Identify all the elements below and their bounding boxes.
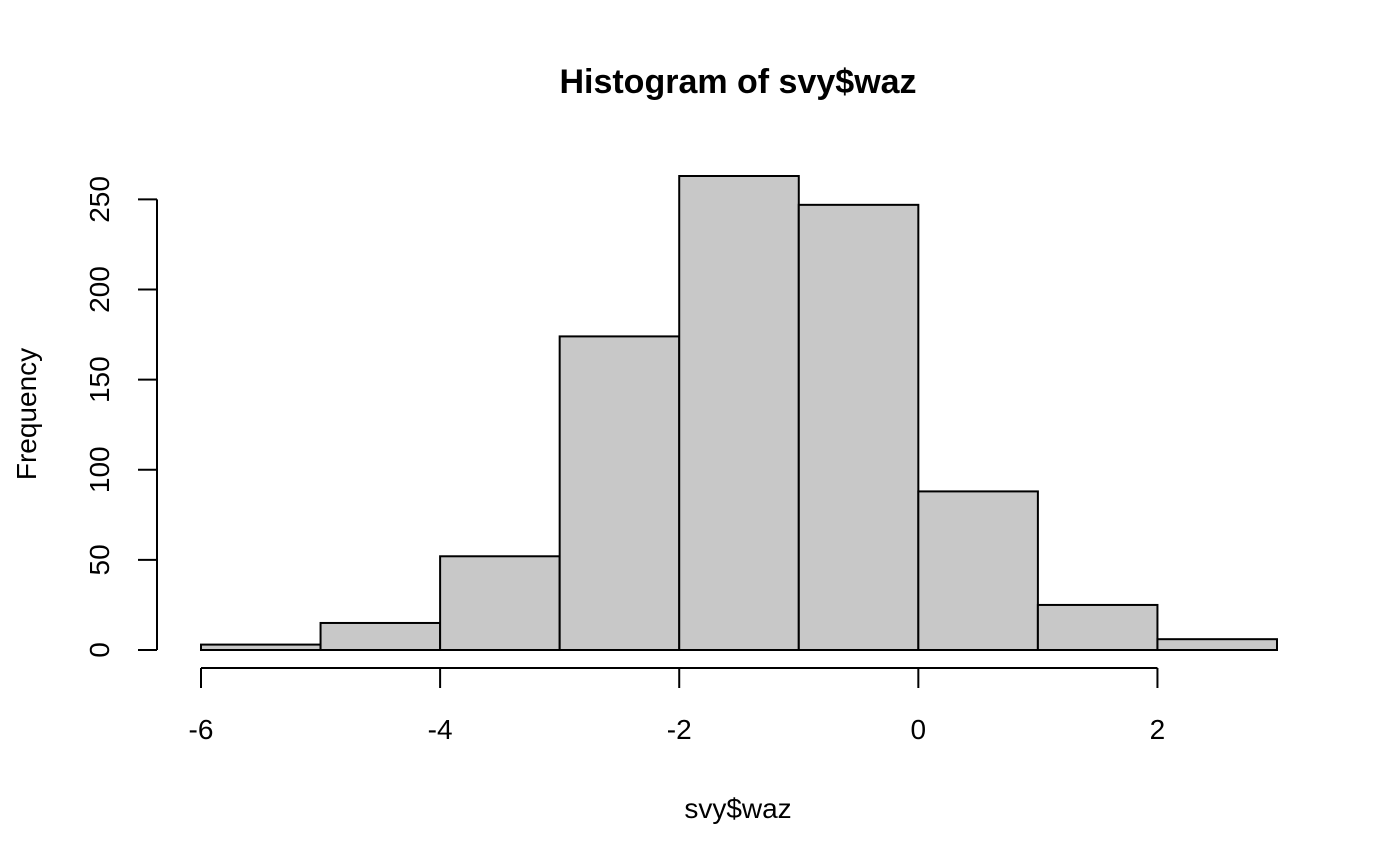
x-tick-label: 0 (911, 714, 927, 745)
y-tick-label: 50 (84, 544, 115, 575)
x-tick-label: -4 (428, 714, 453, 745)
bars-group (200, 175, 1279, 652)
x-tick-label: -2 (667, 714, 692, 745)
y-tick-label: 100 (84, 446, 115, 493)
histogram-bar (917, 490, 1039, 651)
histogram-bar (678, 175, 800, 651)
y-tick-label: 0 (84, 642, 115, 658)
histogram-bar (1036, 603, 1159, 652)
histogram-bar (558, 335, 681, 651)
x-tick-label: 2 (1150, 714, 1166, 745)
x-axis: -6 -4 -2 0 2 (189, 667, 1166, 745)
histogram-bar (200, 643, 322, 651)
histogram-bar (1156, 638, 1279, 652)
chart-title: Histogram of svy$waz (559, 63, 916, 101)
x-axis-label: svy$waz (684, 793, 791, 824)
histogram-bar (319, 621, 442, 651)
y-axis-label: Frequency (11, 348, 42, 480)
y-tick-label: 200 (84, 266, 115, 313)
y-axis: 0 50 100 150 200 250 (84, 176, 158, 658)
y-tick-label: 150 (84, 356, 115, 403)
x-tick-label: -6 (189, 714, 214, 745)
histogram-bar (797, 203, 920, 652)
histogram-bar (439, 555, 561, 651)
y-tick-label: 250 (84, 176, 115, 223)
